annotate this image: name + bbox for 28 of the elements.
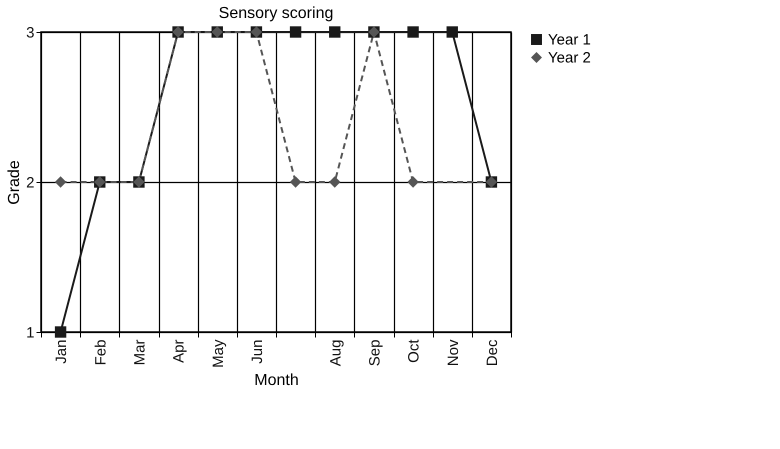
x-axis-title: Month [254,372,299,389]
point [54,326,66,338]
x-tick-label: Oct [406,338,423,363]
y-tick-label: 2 [26,174,34,192]
x-tick-label: Apr [170,339,188,363]
y-tick-label: 1 [26,324,34,342]
x-tick-label: Jun [248,340,266,364]
x-tick-label: Mar [131,340,148,366]
chart-title: Sensory scoring [218,5,334,22]
x-tick-label: Feb [92,340,110,366]
point [290,176,302,188]
x-tick-label: Dec [484,339,501,366]
legend-label: Year 2 [548,50,591,66]
y-tick-label: 3 [26,24,34,42]
y-axis-title: Grade [6,160,24,205]
point [54,176,66,188]
x-tick-label: May [210,339,227,368]
point [329,176,340,188]
point [446,26,458,38]
x-tick-label: Sep [366,340,384,366]
point [407,26,419,38]
point [329,26,340,38]
point [290,26,302,38]
legend-label: Year 1 [548,32,591,48]
point [407,176,419,188]
x-tick-label: Jan [53,340,70,364]
x-tick-label: Aug [327,340,344,366]
x-tick-label: Nov [444,339,462,366]
